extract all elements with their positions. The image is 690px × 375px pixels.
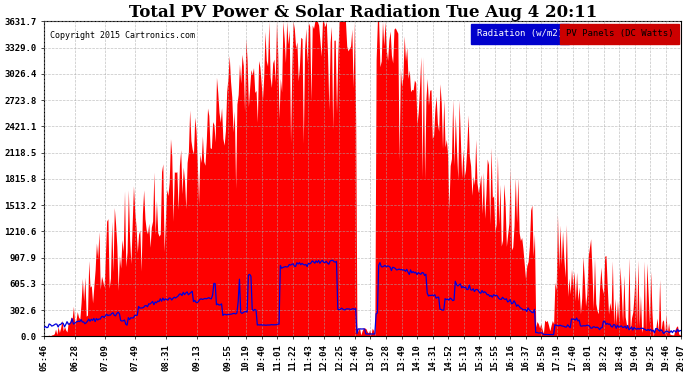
Text: Copyright 2015 Cartronics.com: Copyright 2015 Cartronics.com xyxy=(50,31,195,40)
Legend: Radiation (w/m2), PV Panels (DC Watts): Radiation (w/m2), PV Panels (DC Watts) xyxy=(473,26,677,42)
Title: Total PV Power & Solar Radiation Tue Aug 4 20:11: Total PV Power & Solar Radiation Tue Aug… xyxy=(128,4,597,21)
